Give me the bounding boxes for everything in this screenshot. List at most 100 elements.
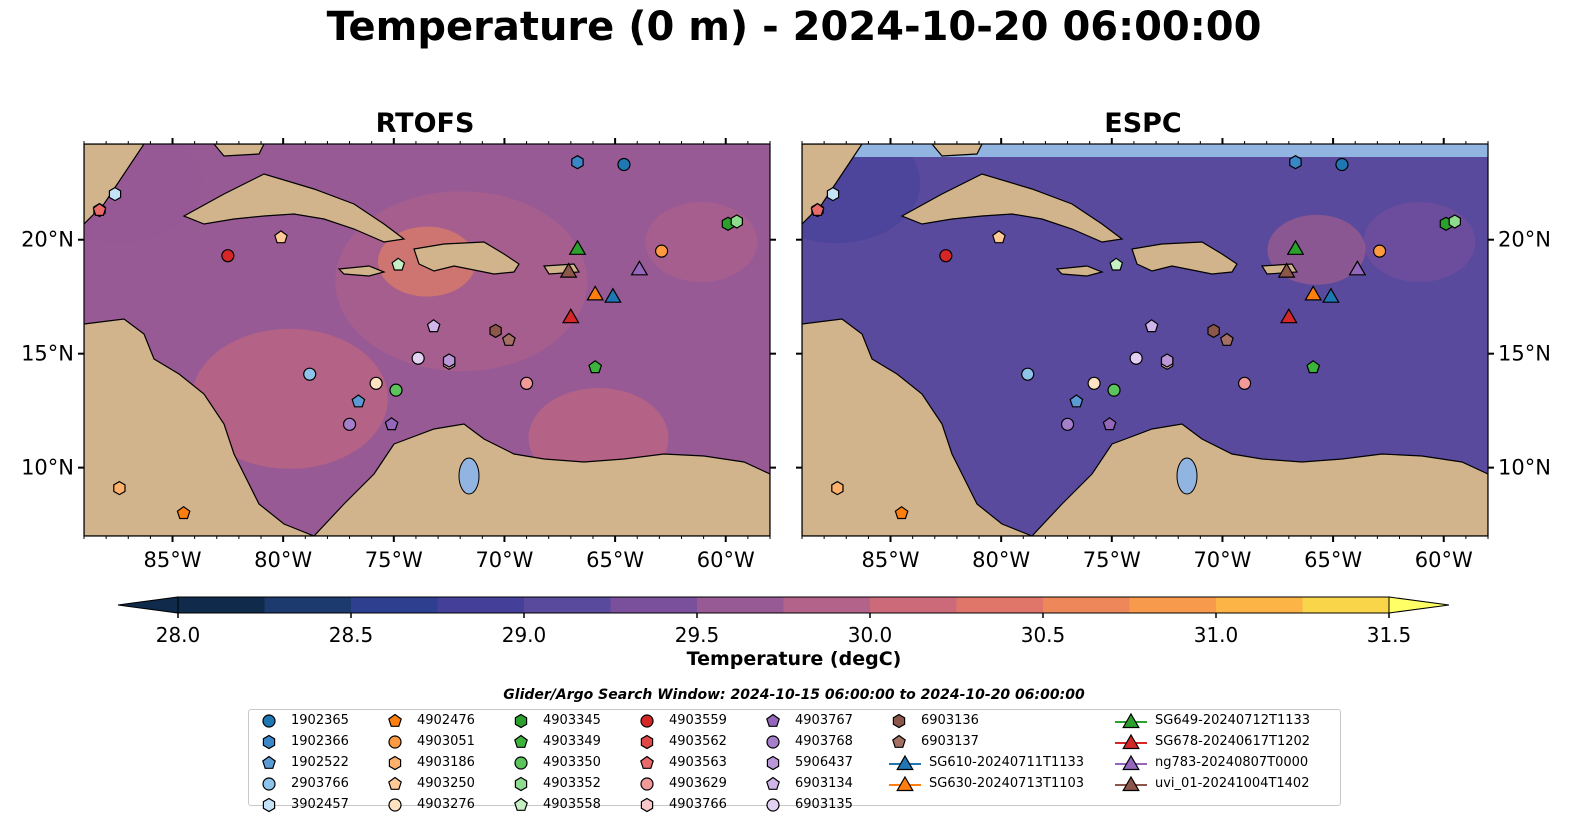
marker-4903559 <box>221 249 235 263</box>
legend-label: 6903135 <box>795 797 853 812</box>
marker-4903563 <box>810 202 825 216</box>
colorbar-segment <box>178 597 265 613</box>
marker-6903136 <box>489 323 502 339</box>
legend-marker-icon <box>640 714 654 728</box>
marker-sg630-20240713t1103 <box>1304 285 1323 301</box>
marker-1902366 <box>1289 155 1302 170</box>
marker-4903629 <box>519 376 534 390</box>
colorbar-segment <box>524 597 611 613</box>
colorbar: 28.0 28.5 29.0 29.5 30.0 30.5 31.0 31.5 <box>117 596 1450 647</box>
legend-label: 4903276 <box>417 797 475 812</box>
legend-label: 4903558 <box>543 797 601 812</box>
marker-sg630-20240713t1103 <box>586 285 605 301</box>
legend-label: 4903345 <box>543 713 601 728</box>
y-tick-label: 15°N <box>21 342 74 366</box>
land-mask <box>802 144 1488 536</box>
legend-marker-icon <box>640 777 654 791</box>
legend-marker-icon <box>388 755 402 771</box>
colorbar-segment <box>1302 597 1390 613</box>
legend-marker-icon <box>388 776 402 790</box>
colorbar-frame <box>177 596 1390 614</box>
legend-label: SG630-20240713T1103 <box>929 776 1085 791</box>
marker-4903558 <box>391 257 406 271</box>
colorbar-segment <box>1129 597 1217 613</box>
marker-4903186 <box>831 480 844 496</box>
marker-6903136 <box>1207 323 1220 339</box>
marker-uvi_01-20241004t1402 <box>1277 262 1296 278</box>
marker-ng783-20240807t0000 <box>1348 260 1367 276</box>
marker-4903250 <box>992 230 1006 244</box>
legend-label: 6903134 <box>795 776 853 791</box>
legend-marker-icon <box>640 755 654 769</box>
y-tick-label: 10°N <box>1498 456 1551 480</box>
legend-marker-icon <box>1115 712 1147 729</box>
x-tick-label: 65°W <box>586 548 644 572</box>
legend-marker-icon <box>766 735 780 749</box>
colorbar-segment <box>351 597 438 613</box>
legend-label: SG678-20240617T1202 <box>1155 734 1311 749</box>
x-tick-label: 70°W <box>475 548 533 572</box>
x-tick-label: 65°W <box>1304 548 1362 572</box>
x-tick-label: 75°W <box>1083 548 1141 572</box>
colorbar-tick-label: 31.5 <box>1367 623 1412 647</box>
x-tick-label: 75°W <box>365 548 423 572</box>
colorbar-extend-min <box>117 596 179 614</box>
panel-title-espc: ESPC <box>1104 108 1182 139</box>
marker-4903349 <box>588 360 603 374</box>
legend-label: SG610-20240711T1133 <box>929 755 1085 770</box>
legend: 1902365 1902366 1902522 2903766 3902457 49024… <box>248 709 1341 813</box>
marker-5906437 <box>1160 353 1174 368</box>
legend-label: SG649-20240712T1133 <box>1155 713 1311 728</box>
marker-uvi_01-20241004t1402 <box>559 262 578 278</box>
legend-marker-icon <box>640 734 654 750</box>
marker-sg610-20240711t1133 <box>604 287 622 303</box>
legend-marker-icon <box>514 713 528 729</box>
legend-label: 4903563 <box>669 755 727 770</box>
colorbar-tick-label: 31.0 <box>1194 623 1239 647</box>
colorbar-tick-label: 29.0 <box>502 623 547 647</box>
search-window-text: Glider/Argo Search Window: 2024-10-15 06… <box>503 687 1085 703</box>
marker-4903051 <box>654 244 669 258</box>
legend-label: 4903767 <box>795 713 853 728</box>
colorbar-segment <box>697 597 784 613</box>
legend-label: 1902522 <box>291 755 349 770</box>
colorbar-tick-label: 28.5 <box>329 623 374 647</box>
legend-marker-icon <box>766 713 780 727</box>
colorbar-label: Temperature (degC) <box>686 648 902 670</box>
colorbar-tick-label: 29.5 <box>675 623 720 647</box>
legend-label: 3902457 <box>291 797 349 812</box>
colorbar-tick-label: 30.0 <box>848 623 893 647</box>
marker-4903352 <box>1448 214 1462 229</box>
colorbar-segment <box>264 597 352 613</box>
legend-marker-icon <box>892 713 906 729</box>
legend-label: 4903051 <box>417 734 475 749</box>
marker-1902365 <box>1335 157 1349 172</box>
y-tick-label: 15°N <box>1498 342 1551 366</box>
colorbar-segment <box>437 597 525 613</box>
legend-marker-icon <box>514 756 528 770</box>
marker-4903350 <box>389 383 403 397</box>
marker-4903558 <box>1109 257 1124 271</box>
colorbar-segment <box>870 597 957 613</box>
temperature-field <box>802 144 1488 536</box>
marker-sg610-20240711t1133 <box>1322 287 1340 303</box>
x-tick-label: 80°W <box>254 548 312 572</box>
marker-4903276 <box>369 376 383 390</box>
marker-4903767 <box>1102 417 1117 431</box>
main-title: Temperature (0 m) - 2024-10-20 06:00:00 <box>326 4 1262 50</box>
x-tick-label: 60°W <box>1415 548 1473 572</box>
map-panel-espc: 85°W 80°W 75°W 70°W 65°W 60°W 10°N 15°N 20°N <box>796 138 1551 572</box>
legend-label: 1902365 <box>291 713 349 728</box>
marker-1902522 <box>1069 394 1084 408</box>
y-tick-label: 20°N <box>21 228 74 252</box>
marker-2903766 <box>303 367 317 381</box>
temperature-field <box>84 144 770 536</box>
marker-4902476 <box>894 505 909 520</box>
marker-4903349 <box>1306 360 1321 374</box>
marker-ng783-20240807t0000 <box>630 260 649 276</box>
field-patch <box>191 328 388 469</box>
legend-label: 4903629 <box>669 776 727 791</box>
field-patch <box>1363 202 1476 282</box>
marker-4903629 <box>1237 376 1252 390</box>
